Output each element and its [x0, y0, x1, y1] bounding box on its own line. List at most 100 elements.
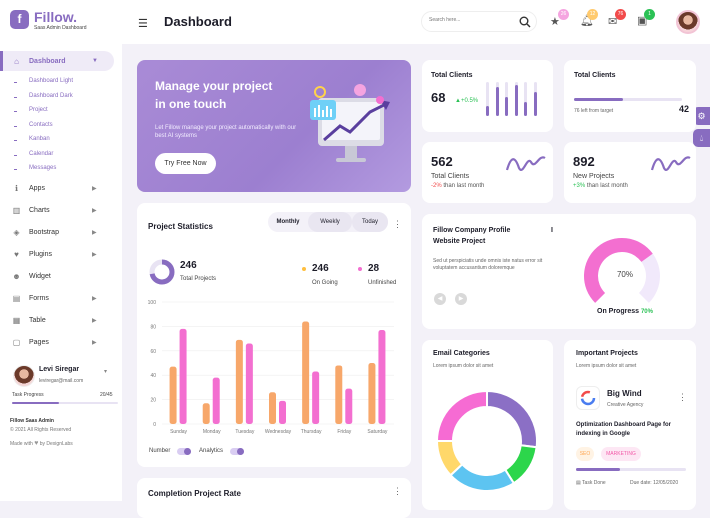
star-badge: 26 [558, 9, 569, 20]
target-progress-bar [574, 98, 682, 101]
more-menu-icon[interactable]: ⋮ [393, 486, 402, 496]
bar-series-0-saturday[interactable] [368, 363, 376, 424]
y-tick-label: 20 [150, 398, 156, 404]
mail-badge: 76 [615, 9, 626, 20]
ongoing-label: On Going [312, 280, 338, 286]
gauge-fill [584, 238, 653, 303]
bar-series-1-saturday[interactable] [378, 330, 386, 424]
bar-series-1-friday[interactable] [345, 388, 353, 424]
clients-stat-change-value: -2% [431, 183, 442, 189]
sidebar-item-plugins[interactable]: Plugins [29, 251, 52, 258]
star-icon[interactable]: ★ [550, 16, 560, 28]
bar-series-0-friday[interactable] [335, 365, 343, 424]
info-icon: ℹ [14, 184, 19, 193]
completion-title: Completion Project Rate [148, 489, 241, 498]
bar-series-0-sunday[interactable] [169, 366, 177, 424]
bar-series-1-tuesday[interactable] [245, 343, 253, 424]
bar-series-0-monday[interactable] [202, 403, 210, 424]
chevron-right-icon: ▶ [92, 230, 97, 236]
mini-bar [486, 82, 489, 116]
sub-item-dot [14, 154, 17, 156]
avatar[interactable] [13, 365, 35, 387]
sidebar-item-pages[interactable]: Pages [29, 339, 49, 346]
sub-item-dot [14, 96, 17, 98]
next-slide-button[interactable]: ▶ [455, 293, 467, 305]
bar-series-0-tuesday[interactable] [235, 339, 243, 424]
sidebar-item-forms[interactable]: Forms [29, 295, 49, 302]
sidebar-item-apps[interactable]: Apps [29, 185, 45, 192]
logo-icon[interactable]: f [10, 10, 29, 29]
sidebar-subitem-contacts[interactable]: Contacts [29, 121, 53, 128]
pages-icon: ▢ [12, 338, 21, 347]
mail-icon[interactable]: ✉ [608, 16, 618, 28]
search-box[interactable] [421, 11, 537, 32]
analytics-toggle[interactable] [230, 448, 244, 455]
number-toggle[interactable] [177, 448, 191, 455]
header-avatar[interactable] [676, 10, 700, 34]
sidebar-subitem-kanban[interactable]: Kanban [29, 136, 50, 142]
sidebar-item-dashboard[interactable] [0, 51, 114, 71]
total-projects-label: Total Projects [180, 276, 217, 282]
bar-series-1-monday[interactable] [212, 377, 220, 424]
bar-series-1-sunday[interactable] [179, 328, 187, 424]
sidebar-subitem-calendar[interactable]: Calendar [29, 150, 54, 157]
sidebar-item-table[interactable]: Table [29, 317, 46, 324]
donut-slice-2[interactable] [449, 462, 516, 492]
project-bar-chart: 0 20 40 60 80 100 Sunday Monday Tuesday Wednesday… [148, 300, 394, 435]
bar-series-1-wednesday[interactable] [279, 400, 286, 424]
sidebar-subitem-dashboard-dark[interactable]: Dashboard Dark [29, 92, 73, 99]
email-categories-sub: Lorem ipsum dolor sit amet [433, 363, 494, 369]
company-title-line2: Website Project [433, 238, 486, 245]
tab-monthly[interactable]: Monthly [276, 219, 300, 225]
donut-slice-4[interactable] [436, 390, 488, 442]
chevron-down-icon[interactable]: ▾ [104, 369, 108, 375]
company-text: Sed ut perspiciatis unde omnis iste natu… [433, 258, 543, 271]
mini-bar-fill [533, 92, 537, 116]
bar-series-0-thursday[interactable] [302, 321, 310, 424]
company-sub: Creative Agency [607, 402, 644, 408]
more-menu-icon[interactable]: ⋮ [678, 392, 687, 402]
tab-weekly[interactable]: Weekly [308, 212, 352, 232]
sidebar-subitem-dashboard-light[interactable]: Dashboard Light [29, 78, 74, 84]
new-projects-label: New Projects [573, 173, 615, 180]
task-progress-label: Task Progress [12, 392, 44, 398]
chip-marketing[interactable]: MARKETING [601, 447, 641, 461]
chip-seo[interactable]: SEO [576, 447, 594, 461]
donut-slice-0[interactable] [486, 390, 538, 449]
sidebar-item-bootstrap[interactable]: Bootstrap [29, 229, 59, 236]
droplet-icon[interactable]: 💧︎ [693, 129, 710, 147]
task-progress-value: 20/45 [100, 392, 113, 398]
try-free-button[interactable]: Try Free Now [155, 153, 216, 174]
brand-title[interactable]: Fillow. [34, 9, 78, 25]
bootstrap-icon: ◈ [13, 228, 20, 237]
chevron-right-icon: ▶ [92, 340, 97, 346]
sidebar-item-charts[interactable]: Charts [29, 207, 50, 214]
search-input[interactable] [429, 17, 509, 23]
email-categories-title: Email Categories [433, 350, 490, 357]
brand-subtitle: Saas Admin Dashboard [34, 25, 87, 31]
mini-bar [505, 82, 508, 116]
profile-card[interactable]: Levi Siregar leviregar@mail.com ▾ Task P… [8, 360, 118, 404]
bar-series-0-wednesday[interactable] [269, 392, 276, 424]
briefcase-icon[interactable]: ▣ [637, 15, 648, 27]
more-menu-icon[interactable]: ⋮ [393, 219, 402, 229]
sidebar-subitem-project[interactable]: Project [29, 107, 48, 113]
sidebar-subitem-messages[interactable]: Messages [29, 165, 57, 171]
sidebar-item-widget[interactable]: Widget [29, 273, 51, 280]
search-icon[interactable] [519, 16, 531, 28]
monitor-illustration [310, 84, 390, 162]
footer-copyright: © 2021 All Rights Reserved [10, 427, 72, 433]
on-progress-value: 70% [640, 309, 653, 315]
gear-icon[interactable]: ⚙ [693, 107, 710, 125]
bar-series-1-thursday[interactable] [312, 371, 320, 424]
task-done-icon: ▤ [576, 480, 581, 486]
prev-slide-button[interactable]: ◀ [434, 293, 446, 305]
heart-icon: ♥ [14, 250, 19, 259]
header [122, 0, 710, 44]
wave-line-chart [505, 156, 546, 171]
tab-today[interactable]: Today [352, 212, 388, 232]
company-logo-icon [576, 386, 600, 410]
hamburger-icon[interactable]: ☰ [138, 18, 148, 30]
unfinished-value: 28 [368, 263, 380, 274]
heart-icon: ♥ [34, 440, 39, 447]
